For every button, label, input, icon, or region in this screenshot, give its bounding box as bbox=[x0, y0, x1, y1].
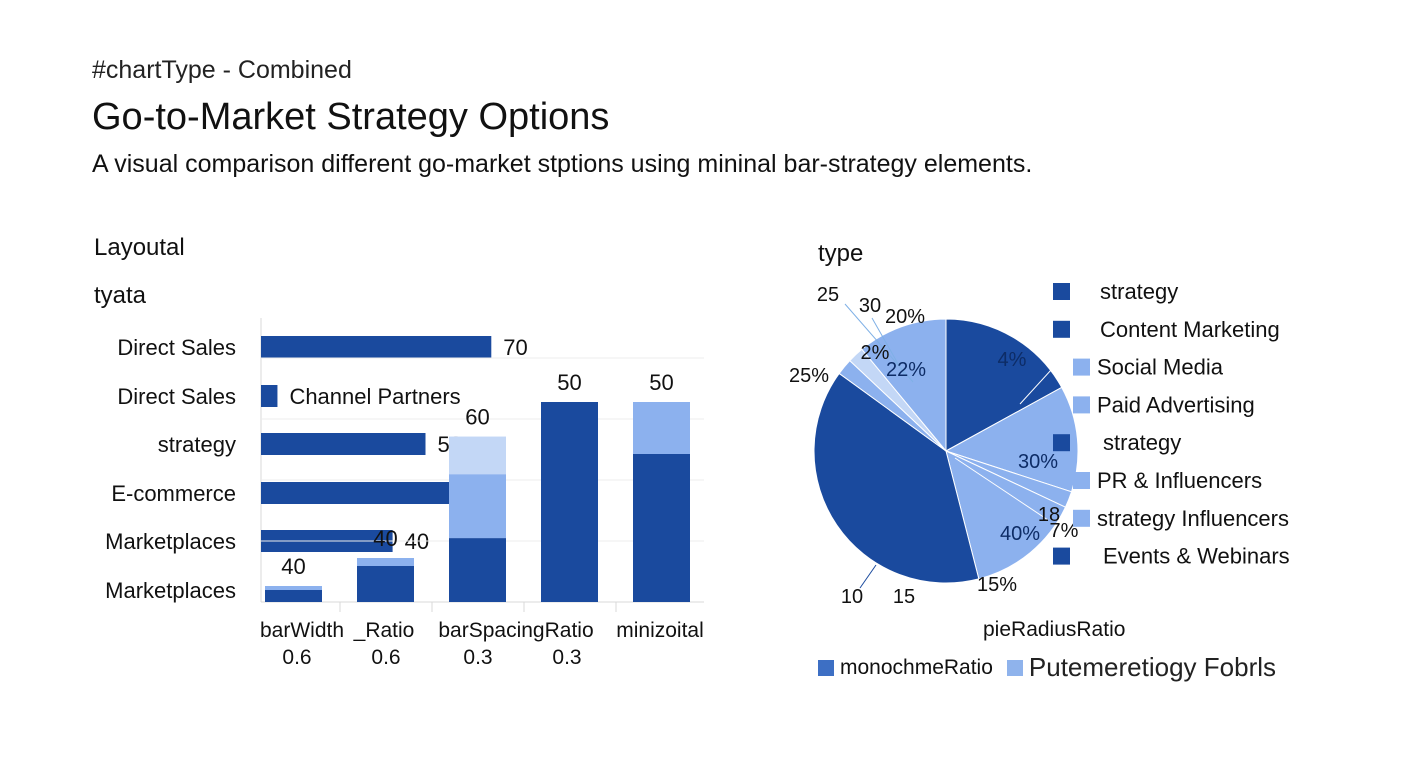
pie-leader-line bbox=[954, 457, 1049, 521]
vbar-segment bbox=[449, 474, 506, 539]
bar-panel-subheading: tyata bbox=[94, 282, 147, 309]
pie-legend-label: Social Media bbox=[1097, 355, 1224, 380]
vbar-value-label: 50 bbox=[649, 370, 673, 395]
pie-legend-swatch bbox=[1053, 320, 1070, 338]
hbar-category-label: Direct Sales bbox=[117, 384, 236, 409]
pie-callout-label: 18 bbox=[1038, 504, 1060, 526]
pie-slice bbox=[945, 450, 1067, 580]
vbar-value-label: 40 bbox=[373, 526, 397, 551]
pie-callout-label: 10 bbox=[841, 586, 863, 608]
bottom-legend-item: Putemeretiogy Fobrls bbox=[1006, 652, 1277, 683]
bar-panel-heading: Layoutal bbox=[94, 234, 185, 261]
vbar-segment bbox=[541, 402, 598, 602]
pie-legend-swatch bbox=[1073, 358, 1090, 376]
pie-legend-label: Paid Advertising bbox=[1097, 392, 1255, 417]
pie-legend-swatch bbox=[1073, 396, 1090, 414]
vbar-tick-label: barWidth bbox=[260, 619, 344, 642]
pie-callout-label: 15% bbox=[977, 574, 1017, 596]
vbar-value-label: 50 bbox=[557, 370, 581, 395]
legend-label: monochmeRatio bbox=[840, 655, 993, 679]
vbar-segment bbox=[357, 566, 414, 602]
legend-label: Putemeretiogy Fobrls bbox=[1028, 652, 1277, 682]
vbar-segment bbox=[357, 558, 414, 566]
vbar-tick-label: _Ratio bbox=[353, 619, 415, 642]
legend-swatch bbox=[1006, 659, 1023, 676]
pie-legend-label: Events & Webinars bbox=[1103, 544, 1290, 569]
bottom-legend: monochmeRatio Putemeretiogy Fobrls bbox=[818, 652, 1290, 683]
hbar-bar bbox=[261, 482, 459, 504]
vbar-tick-label: 0.6 bbox=[371, 646, 400, 669]
hbar-value-label: Channel Partners bbox=[289, 384, 460, 409]
pie-panel-heading: type bbox=[818, 240, 864, 267]
pie-legend-swatch bbox=[1073, 509, 1090, 527]
pie-slice bbox=[813, 372, 980, 584]
pie-legend-swatch bbox=[1053, 434, 1070, 452]
pie-slice-label: 40% bbox=[1000, 523, 1040, 545]
page-title: Go-to-Market Strategy Options bbox=[92, 96, 610, 138]
pie-legend-label: strategy Influencers bbox=[1097, 506, 1289, 531]
hbar-category-label: Direct Sales bbox=[117, 335, 236, 360]
vbar-segment bbox=[633, 402, 690, 454]
pie-callout-label: 30 bbox=[859, 295, 881, 317]
vbar-tick-label: 0.3 bbox=[463, 646, 492, 669]
vbar-segment bbox=[449, 538, 506, 602]
pie-legend-label: Content Marketing bbox=[1100, 317, 1280, 342]
vbar-segment bbox=[265, 590, 322, 602]
vbar-tick-label: 0.6 bbox=[282, 646, 311, 669]
hbar-bar bbox=[261, 385, 278, 407]
vbar-tick-label: minizoital bbox=[616, 619, 704, 642]
pie-callout-label: 20% bbox=[885, 306, 925, 328]
chart-type-tag: #chartType - Combined bbox=[92, 56, 352, 84]
vbar-segment bbox=[449, 436, 506, 475]
hbar-category-label: E-commerce bbox=[111, 481, 236, 506]
vbar-segment bbox=[633, 454, 690, 602]
pie-legend-label: PR & Influencers bbox=[1097, 468, 1262, 493]
pie-footer-label: pieRadiusRatio bbox=[983, 618, 1125, 641]
pie-slice-label: 2% bbox=[861, 342, 890, 364]
pie-slice-label: 22% bbox=[886, 359, 926, 381]
hbar-bar bbox=[261, 433, 426, 455]
bottom-legend-item: monochmeRatio bbox=[818, 656, 993, 680]
hbar-value-label: 70 bbox=[503, 335, 527, 360]
vbar-tick-label: barSpacingRatio bbox=[438, 619, 593, 642]
pie-legend-swatch bbox=[1053, 283, 1070, 300]
pie-slice bbox=[861, 318, 947, 453]
hbar-bar bbox=[261, 336, 492, 358]
pie-leader-line bbox=[859, 564, 877, 589]
pie-callout-label: 25% bbox=[789, 365, 829, 387]
vbar-value-label: 40 bbox=[281, 554, 305, 579]
pie-leader-line bbox=[844, 303, 914, 383]
pie-leader-line bbox=[871, 317, 906, 377]
hbar-category-label: strategy bbox=[158, 432, 236, 457]
pie-leader-line bbox=[1019, 357, 1063, 405]
pie-legend-label: strategy bbox=[1100, 279, 1178, 304]
vbar-tick-label: 0.3 bbox=[552, 646, 581, 669]
pie-slice-label: 4% bbox=[998, 349, 1027, 371]
pie-legend-swatch bbox=[1073, 472, 1090, 489]
pie-callout-label: 15 bbox=[893, 586, 915, 608]
pie-slice-label: 30% bbox=[1018, 451, 1058, 473]
pie-legend-swatch bbox=[1053, 547, 1070, 565]
vbar-segment bbox=[265, 586, 322, 590]
page-subtitle: A visual comparison different go-market … bbox=[92, 150, 1033, 178]
legend-swatch bbox=[818, 659, 834, 676]
pie-callout-label: 25 bbox=[817, 284, 839, 306]
pie-slice bbox=[945, 318, 1063, 452]
hbar-category-label: Marketplaces bbox=[105, 578, 236, 603]
pie-slice-label: 7% bbox=[1050, 520, 1079, 542]
pie-legend-label: strategy bbox=[1103, 430, 1181, 455]
vbar-value-label: 60 bbox=[465, 405, 489, 430]
hbar-category-label: Marketplaces bbox=[105, 529, 236, 554]
